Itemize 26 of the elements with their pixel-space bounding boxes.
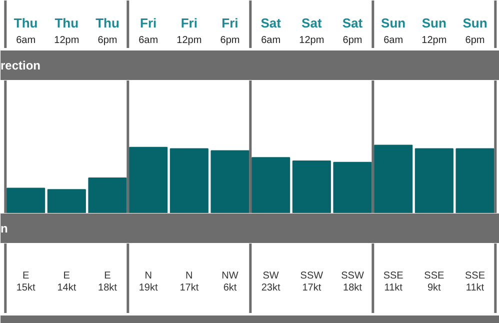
category-label: Fri 12pm [176,16,202,46]
text: SSE 9kt [424,270,444,294]
text: NW 6kt [222,270,239,294]
text: N 17kt [180,270,199,294]
category-label: Thu 6am [14,16,38,46]
text: N 19kt [138,270,158,294]
category-label: Sat 12pm [299,16,324,46]
category-label: Fri 6am [138,16,158,46]
category-label: Thu 12pm [54,16,80,46]
text: SW 23kt [261,270,280,294]
chart-title: rection [0,58,41,72]
category-label: Sun 12pm [422,16,447,46]
text: E 18kt [98,270,118,294]
text: E 15kt [16,270,36,294]
category-label: Sat 6pm [342,16,363,46]
category-label: Sun 6pm [462,16,488,46]
category-label: Sat 6am [260,16,281,46]
text: SSE 11kt [464,270,486,294]
category-label: Thu 6pm [96,16,120,46]
text: E 14kt [57,270,76,294]
category-label: Sun 6am [381,16,406,46]
category-label: Fri 6pm [220,16,240,46]
text: SSW 18kt [341,270,364,294]
text: n [0,222,8,236]
text: SSE 11kt [383,270,404,294]
text: SSW 17kt [300,270,324,294]
